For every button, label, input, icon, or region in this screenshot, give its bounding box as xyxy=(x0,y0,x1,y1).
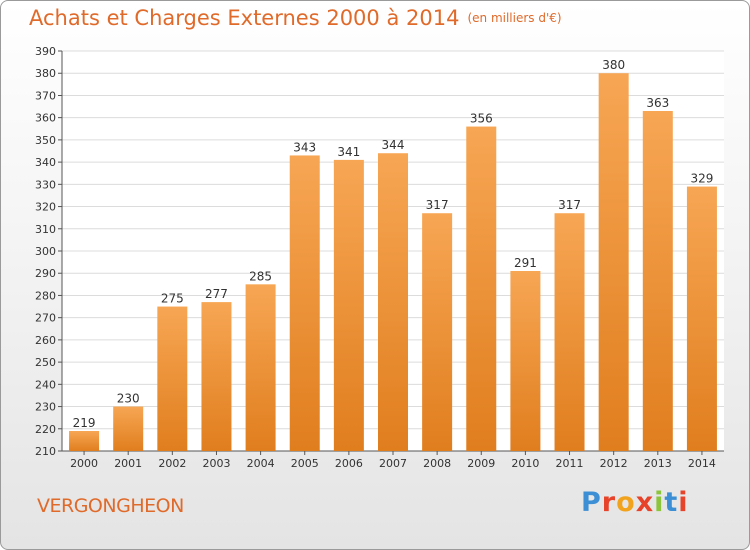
y-tick-label: 260 xyxy=(35,334,56,347)
y-tick-label: 380 xyxy=(35,67,56,80)
chart-title: Achats et Charges Externes 2000 à 2014 (e… xyxy=(29,6,562,30)
y-tick-label: 230 xyxy=(35,401,56,414)
bar-2009 xyxy=(466,126,497,452)
town-name: VERGONGHEON xyxy=(37,495,184,517)
value-label-2007: 344 xyxy=(382,138,405,152)
bar-2003 xyxy=(201,302,232,451)
chart-unit: (en milliers d'€) xyxy=(467,11,562,25)
y-tick-label: 270 xyxy=(35,312,56,325)
y-tick-label: 390 xyxy=(35,45,56,58)
y-tick-label: 350 xyxy=(35,134,56,147)
y-tick-label: 240 xyxy=(35,378,56,391)
y-tick-label: 310 xyxy=(35,223,56,236)
category-label-2004: 2004 xyxy=(247,457,275,470)
category-label-2000: 2000 xyxy=(70,457,98,470)
logo-letter: i xyxy=(678,487,689,518)
bar-2010 xyxy=(510,271,541,451)
y-tick-label: 330 xyxy=(35,178,56,191)
category-label-2001: 2001 xyxy=(114,457,142,470)
value-label-2006: 341 xyxy=(337,145,360,159)
value-label-2010: 291 xyxy=(514,256,537,270)
bar-2008 xyxy=(422,213,453,451)
logo-letter: o xyxy=(616,487,636,518)
category-label-2012: 2012 xyxy=(600,457,628,470)
proxiti-logo: Proxiti xyxy=(581,487,689,518)
category-label-2009: 2009 xyxy=(467,457,495,470)
bar-2007 xyxy=(378,153,408,451)
category-label-2007: 2007 xyxy=(379,457,407,470)
logo-letter: x xyxy=(635,487,655,518)
bar-2014 xyxy=(686,186,717,452)
value-label-2014: 329 xyxy=(690,172,713,186)
y-tick-label: 210 xyxy=(35,445,56,458)
bar-2013 xyxy=(642,111,673,451)
value-label-2009: 356 xyxy=(470,112,493,126)
bar-2004 xyxy=(245,284,276,451)
logo-letter: r xyxy=(601,487,617,518)
y-tick-label: 280 xyxy=(35,289,56,302)
bar-2001 xyxy=(113,406,144,451)
category-label-2002: 2002 xyxy=(158,457,186,470)
logo-letter: t xyxy=(664,487,679,518)
y-tick-label: 320 xyxy=(35,201,56,214)
category-label-2008: 2008 xyxy=(423,457,451,470)
y-tick-label: 220 xyxy=(35,423,56,436)
bar-2006 xyxy=(333,159,364,451)
y-tick-label: 370 xyxy=(35,89,56,102)
category-label-2011: 2011 xyxy=(556,457,584,470)
y-tick-label: 360 xyxy=(35,112,56,125)
category-label-2006: 2006 xyxy=(335,457,363,470)
value-label-2004: 285 xyxy=(249,269,272,283)
bar-2005 xyxy=(289,155,320,451)
y-tick-label: 300 xyxy=(35,245,56,258)
value-label-2003: 277 xyxy=(205,287,228,301)
logo-letter: P xyxy=(581,487,602,518)
bar-2000 xyxy=(69,431,100,451)
bar-2011 xyxy=(554,213,585,451)
bar-2002 xyxy=(157,306,188,451)
y-tick-label: 250 xyxy=(35,356,56,369)
value-label-2005: 343 xyxy=(293,140,316,154)
category-label-2013: 2013 xyxy=(644,457,672,470)
value-label-2008: 317 xyxy=(426,198,449,212)
bars xyxy=(69,73,717,452)
category-label-2010: 2010 xyxy=(511,457,539,470)
value-label-2001: 230 xyxy=(117,392,140,406)
value-label-2012: 380 xyxy=(602,58,625,72)
category-label-2005: 2005 xyxy=(291,457,319,470)
value-label-2000: 219 xyxy=(73,416,96,430)
value-label-2011: 317 xyxy=(558,198,581,212)
logo-letter: i xyxy=(654,487,665,518)
value-label-2013: 363 xyxy=(646,96,669,110)
chart-title-text: Achats et Charges Externes 2000 à 2014 xyxy=(29,6,460,30)
y-tick-label: 290 xyxy=(35,267,56,280)
value-label-2002: 275 xyxy=(161,292,184,306)
labels: 219 2000 230 2001 275 2002 277 2003 285 2004 343 20… xyxy=(70,58,716,470)
category-label-2003: 2003 xyxy=(202,457,230,470)
y-tick-label: 340 xyxy=(35,156,56,169)
bar-2012 xyxy=(598,73,629,451)
category-label-2014: 2014 xyxy=(688,457,716,470)
